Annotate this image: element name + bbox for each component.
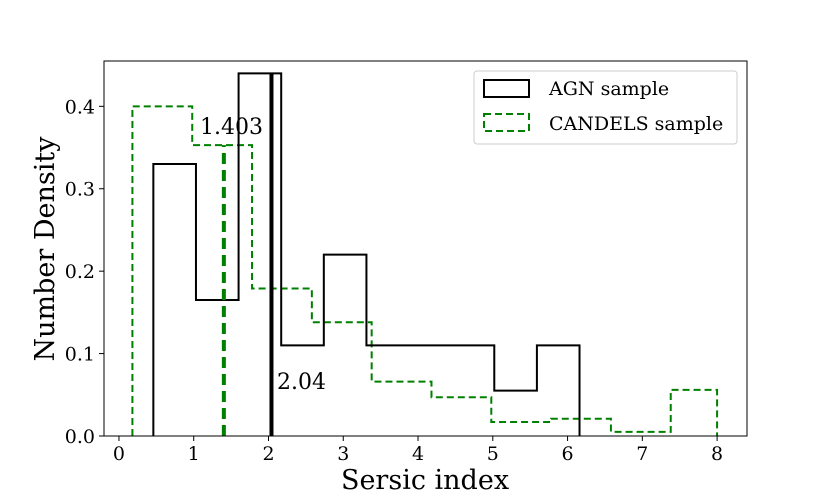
y-tick-label: 0.3 (65, 179, 95, 201)
y-tick-label: 0.0 (65, 426, 95, 448)
legend-swatch-agn (483, 79, 530, 98)
x-tick-label: 3 (337, 443, 349, 465)
plot-area (131, 72, 719, 436)
x-tick-label: 4 (412, 443, 424, 465)
x-tick-label: 8 (711, 443, 723, 465)
candels-histogram-step (131, 105, 719, 436)
x-tick-label: 1 (188, 443, 200, 465)
legend-label-agn: AGN sample (548, 78, 669, 100)
y-axis-title: Number Density (30, 136, 61, 362)
y-tick-label: 0.1 (65, 344, 95, 366)
x-axis-title: Sersic index (341, 465, 509, 496)
legend-box (473, 70, 738, 145)
y-axis: 0.0 0.1 0.2 0.3 0.4 (65, 96, 104, 448)
agn-histogram-step (152, 72, 581, 436)
axes-frame (103, 60, 748, 437)
x-tick-label: 7 (636, 443, 648, 465)
legend-label-candels: CANDELS sample (549, 113, 723, 135)
y-tick-label: 0.2 (65, 261, 95, 283)
agn-median-label: 2.04 (277, 370, 326, 395)
x-axis: 0 1 2 3 4 5 6 7 8 (113, 436, 723, 465)
x-tick-label: 0 (113, 443, 125, 465)
x-tick-label: 5 (487, 443, 499, 465)
x-tick-label: 6 (562, 443, 574, 465)
x-tick-label: 2 (262, 443, 274, 465)
legend-swatch-candels (483, 113, 530, 132)
legend: AGN sample CANDELS sample (473, 70, 738, 145)
candels-median-label: 1.403 (200, 115, 263, 140)
y-tick-label: 0.4 (65, 96, 95, 118)
